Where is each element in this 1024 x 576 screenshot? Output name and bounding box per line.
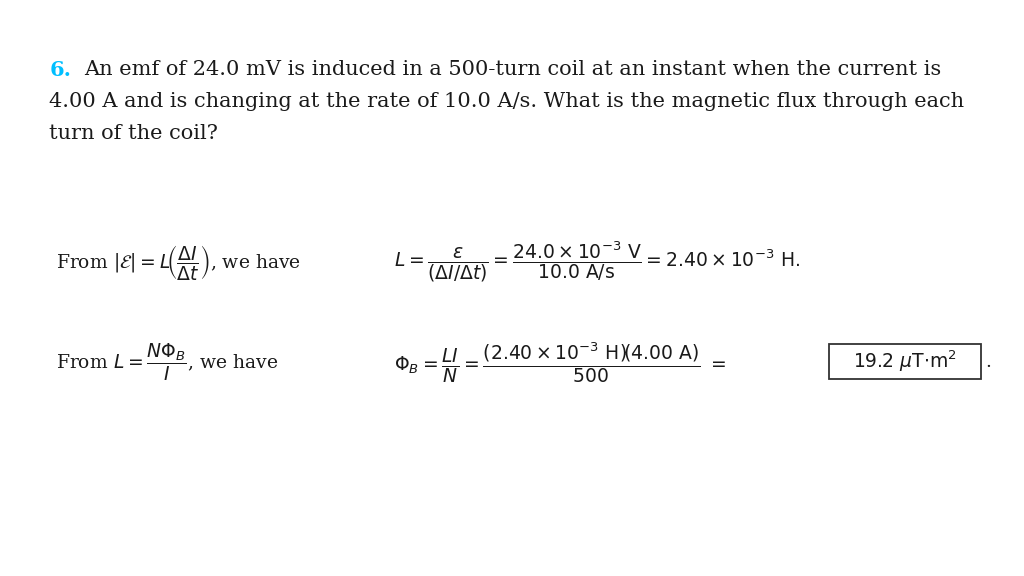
Text: $\Phi_B = \dfrac{LI}{N} = \dfrac{\left(2.40 \times 10^{-3}\ \mathrm{H}\right)\!\: $\Phi_B = \dfrac{LI}{N} = \dfrac{\left(2…: [394, 340, 727, 385]
Text: From $L = \dfrac{N\Phi_B}{I}$, we have: From $L = \dfrac{N\Phi_B}{I}$, we have: [56, 342, 279, 384]
Text: 4.00 A and is changing at the rate of 10.0 A/s. What is the magnetic flux throug: 4.00 A and is changing at the rate of 10…: [49, 92, 965, 111]
Text: An emf of 24.0 mV is induced in a 500-turn coil at an instant when the current i: An emf of 24.0 mV is induced in a 500-tu…: [84, 60, 941, 79]
Text: $19.2\ \mu\mathrm{T{\cdot}m}^2$: $19.2\ \mu\mathrm{T{\cdot}m}^2$: [853, 349, 957, 374]
Text: 6.: 6.: [49, 60, 71, 81]
Text: .: .: [985, 353, 991, 371]
Text: $L = \dfrac{\varepsilon}{(\Delta I/\Delta t)} = \dfrac{24.0 \times 10^{-3}\ \mat: $L = \dfrac{\varepsilon}{(\Delta I/\Delt…: [394, 240, 801, 285]
FancyBboxPatch shape: [829, 344, 981, 379]
Text: From $|\mathcal{E}| = L\!\left(\dfrac{\Delta I}{\Delta t}\right)$, we have: From $|\mathcal{E}| = L\!\left(\dfrac{\D…: [56, 242, 301, 282]
Text: turn of the coil?: turn of the coil?: [49, 124, 218, 143]
